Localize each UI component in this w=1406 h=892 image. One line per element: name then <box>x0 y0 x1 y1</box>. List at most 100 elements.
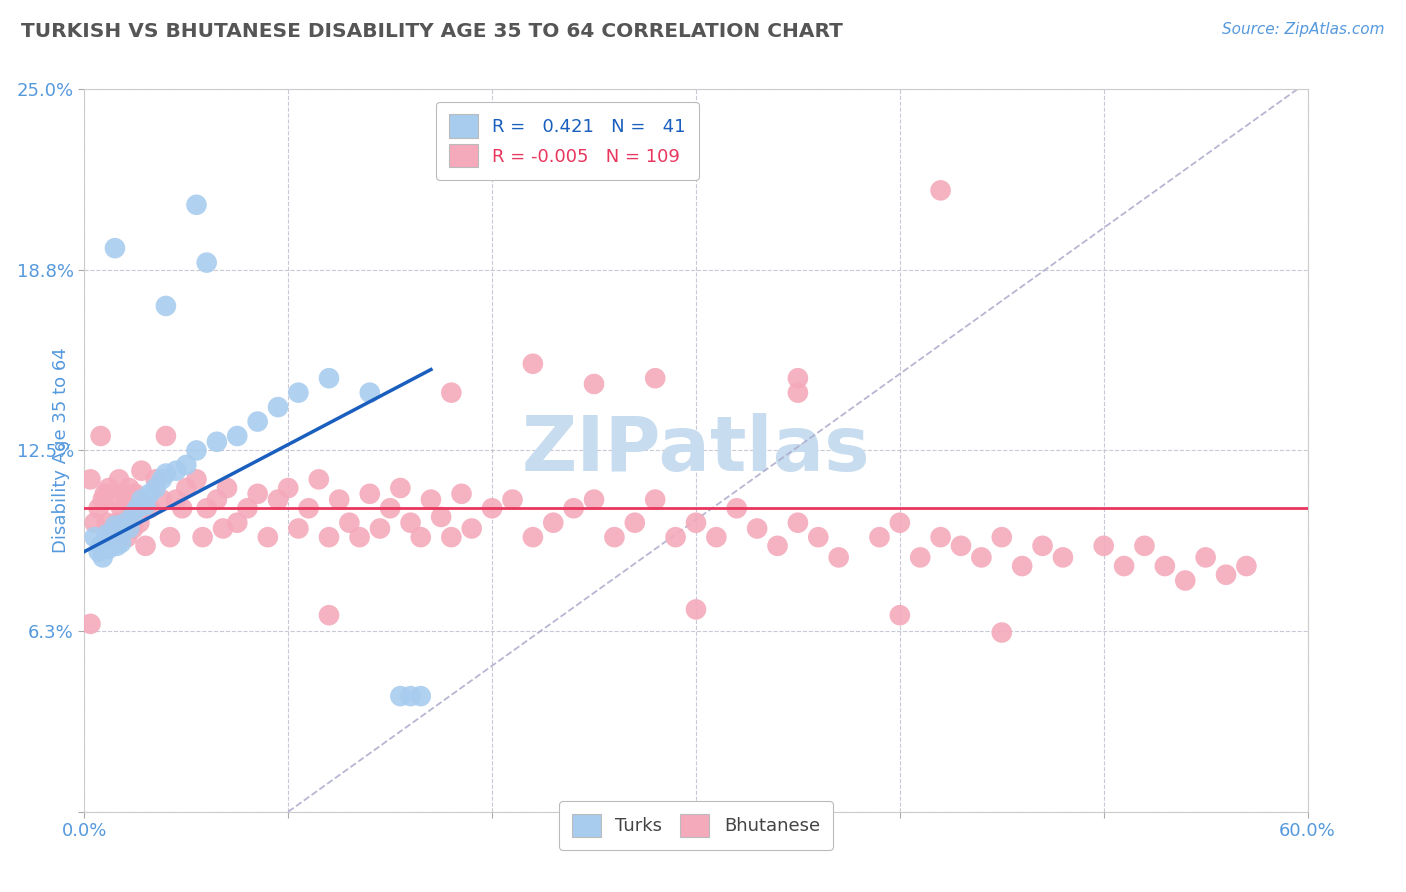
Point <box>970 550 993 565</box>
Point <box>97 481 120 495</box>
Point <box>91 492 114 507</box>
Point <box>1195 550 1218 565</box>
Point <box>308 472 330 486</box>
Point <box>522 357 544 371</box>
Point <box>165 492 187 507</box>
Point <box>1092 539 1115 553</box>
Point <box>389 481 412 495</box>
Point <box>112 521 135 535</box>
Point <box>128 516 150 530</box>
Point <box>122 507 145 521</box>
Point <box>174 458 197 472</box>
Point <box>90 429 112 443</box>
Point <box>155 467 177 481</box>
Point <box>399 516 422 530</box>
Point <box>420 492 443 507</box>
Point <box>135 499 157 513</box>
Point <box>399 689 422 703</box>
Point <box>665 530 688 544</box>
Point <box>110 501 132 516</box>
Point <box>115 530 138 544</box>
Point <box>318 530 340 544</box>
Point <box>93 536 115 550</box>
Point <box>766 539 789 553</box>
Point <box>950 539 973 553</box>
Point <box>828 550 851 565</box>
Text: TURKISH VS BHUTANESE DISABILITY AGE 35 TO 64 CORRELATION CHART: TURKISH VS BHUTANESE DISABILITY AGE 35 T… <box>21 22 844 41</box>
Point <box>318 608 340 623</box>
Point <box>93 487 115 501</box>
Point <box>120 501 142 516</box>
Point <box>205 492 228 507</box>
Point <box>159 530 181 544</box>
Y-axis label: Disability Age 35 to 64: Disability Age 35 to 64 <box>52 348 70 553</box>
Point <box>150 492 173 507</box>
Point <box>108 530 131 544</box>
Point <box>138 487 160 501</box>
Point <box>889 608 911 623</box>
Point <box>522 530 544 544</box>
Point <box>150 472 173 486</box>
Point <box>1236 559 1258 574</box>
Point <box>328 492 350 507</box>
Point <box>135 539 157 553</box>
Point <box>212 521 235 535</box>
Point <box>100 533 122 547</box>
Point <box>114 516 136 530</box>
Point <box>1032 539 1054 553</box>
Point <box>1052 550 1074 565</box>
Point <box>1174 574 1197 588</box>
Point <box>389 689 412 703</box>
Point <box>624 516 647 530</box>
Text: ZIPatlas: ZIPatlas <box>522 414 870 487</box>
Point <box>131 492 153 507</box>
Point <box>145 472 167 486</box>
Point <box>195 255 218 269</box>
Point <box>685 602 707 616</box>
Point <box>100 530 122 544</box>
Point <box>246 487 269 501</box>
Point <box>101 524 124 539</box>
Point <box>267 492 290 507</box>
Point <box>807 530 830 544</box>
Point <box>195 501 218 516</box>
Point <box>87 501 110 516</box>
Point <box>359 487 381 501</box>
Point <box>257 530 280 544</box>
Point <box>104 518 127 533</box>
Point <box>155 299 177 313</box>
Point <box>186 472 208 486</box>
Point <box>165 464 187 478</box>
Point <box>747 521 769 535</box>
Point <box>787 385 810 400</box>
Point <box>430 510 453 524</box>
Point <box>869 530 891 544</box>
Point <box>122 521 145 535</box>
Point <box>409 689 432 703</box>
Point <box>1154 559 1177 574</box>
Point <box>380 501 402 516</box>
Point <box>991 625 1014 640</box>
Point <box>104 241 127 255</box>
Point <box>83 516 105 530</box>
Point <box>155 429 177 443</box>
Point <box>217 481 239 495</box>
Point <box>226 429 249 443</box>
Point <box>124 487 146 501</box>
Point <box>339 516 361 530</box>
Point <box>186 443 208 458</box>
Point <box>298 501 321 516</box>
Point <box>91 550 114 565</box>
Point <box>318 371 340 385</box>
Point <box>174 481 197 495</box>
Point <box>105 539 128 553</box>
Point <box>287 385 309 400</box>
Point <box>409 530 432 544</box>
Point <box>246 415 269 429</box>
Point <box>145 481 167 495</box>
Point <box>725 501 748 516</box>
Point <box>1133 539 1156 553</box>
Point <box>929 183 952 197</box>
Point <box>450 487 472 501</box>
Point <box>267 400 290 414</box>
